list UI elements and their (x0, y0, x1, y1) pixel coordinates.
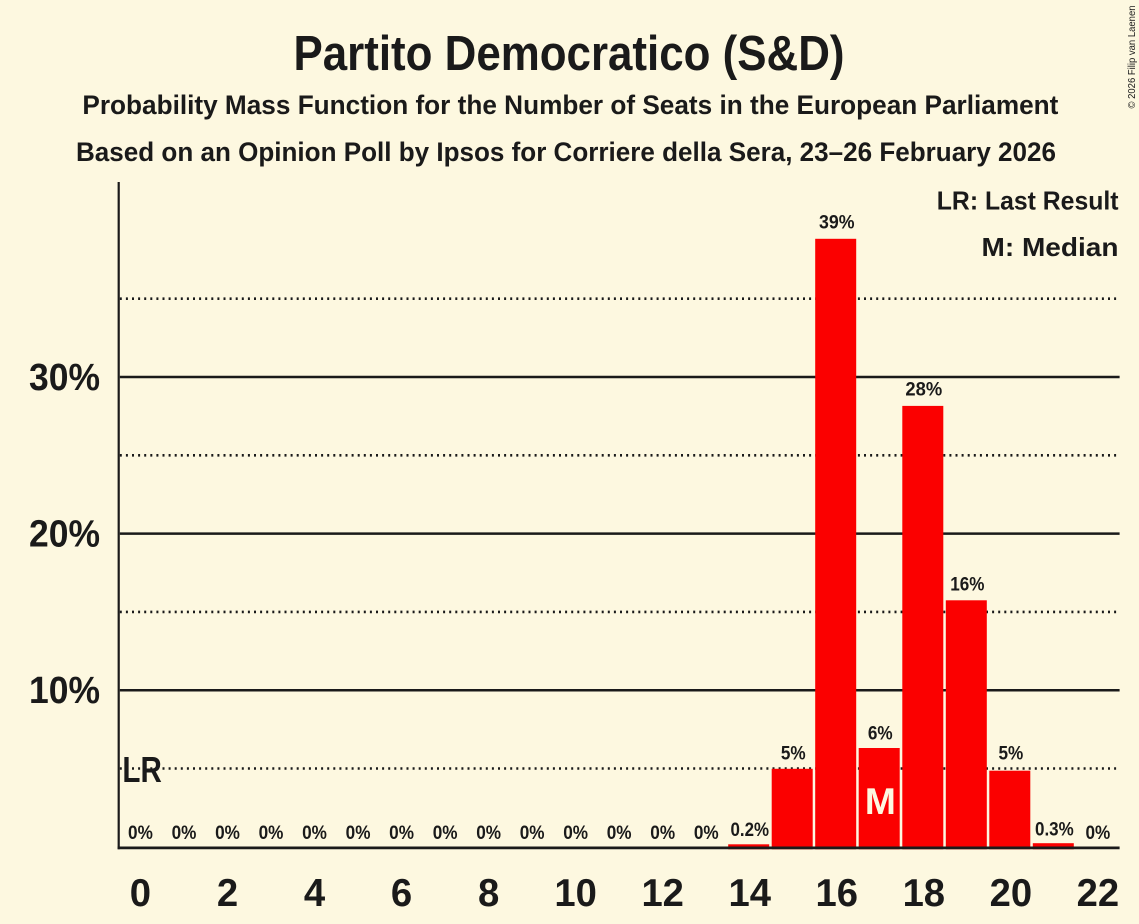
svg-text:0%: 0% (607, 822, 632, 844)
svg-text:39%: 39% (819, 212, 855, 234)
svg-text:22: 22 (1077, 872, 1120, 915)
svg-text:30%: 30% (29, 357, 100, 399)
svg-text:0%: 0% (433, 822, 458, 844)
svg-text:0%: 0% (520, 822, 545, 844)
svg-text:20%: 20% (29, 513, 100, 555)
svg-text:8: 8 (478, 872, 499, 915)
svg-text:0.2%: 0.2% (730, 819, 769, 841)
svg-text:16: 16 (816, 872, 859, 915)
svg-text:0%: 0% (346, 822, 371, 844)
svg-text:0%: 0% (128, 822, 153, 844)
svg-text:0.3%: 0.3% (1035, 819, 1074, 841)
svg-text:0%: 0% (650, 822, 675, 844)
svg-text:0%: 0% (476, 822, 501, 844)
svg-text:M: M (865, 781, 896, 822)
svg-text:LR: LR (122, 749, 161, 790)
svg-text:14: 14 (728, 872, 771, 915)
svg-text:10%: 10% (29, 670, 100, 712)
svg-text:Probability Mass Function for: Probability Mass Function for the Number… (82, 90, 1058, 120)
svg-text:0%: 0% (259, 822, 284, 844)
svg-text:Partito Democratico (S&D): Partito Democratico (S&D) (294, 27, 845, 81)
svg-text:LR: Last Result: LR: Last Result (937, 186, 1119, 216)
svg-text:6: 6 (391, 872, 412, 915)
svg-text:16%: 16% (950, 573, 984, 595)
svg-text:0%: 0% (389, 822, 414, 844)
svg-text:0%: 0% (302, 822, 327, 844)
svg-text:Based on an Opinion Poll by Ip: Based on an Opinion Poll by Ipsos for Co… (76, 137, 1056, 167)
svg-text:18: 18 (903, 872, 946, 915)
svg-text:10: 10 (554, 872, 597, 915)
svg-text:5%: 5% (998, 743, 1023, 765)
svg-text:M: Median: M: Median (982, 232, 1119, 262)
svg-text:20: 20 (990, 872, 1033, 915)
svg-text:0%: 0% (1086, 822, 1111, 844)
svg-text:12: 12 (641, 872, 684, 915)
svg-text:5%: 5% (781, 743, 806, 765)
svg-text:© 2026 Filip van Laenen: © 2026 Filip van Laenen (1126, 5, 1138, 108)
svg-text:0: 0 (130, 872, 151, 915)
svg-text:0%: 0% (172, 822, 197, 844)
svg-text:0%: 0% (215, 822, 240, 844)
svg-text:0%: 0% (694, 822, 719, 844)
svg-text:2: 2 (217, 872, 238, 915)
svg-text:6%: 6% (868, 723, 893, 745)
svg-text:4: 4 (304, 872, 326, 915)
svg-text:0%: 0% (563, 822, 588, 844)
svg-text:28%: 28% (905, 379, 942, 401)
